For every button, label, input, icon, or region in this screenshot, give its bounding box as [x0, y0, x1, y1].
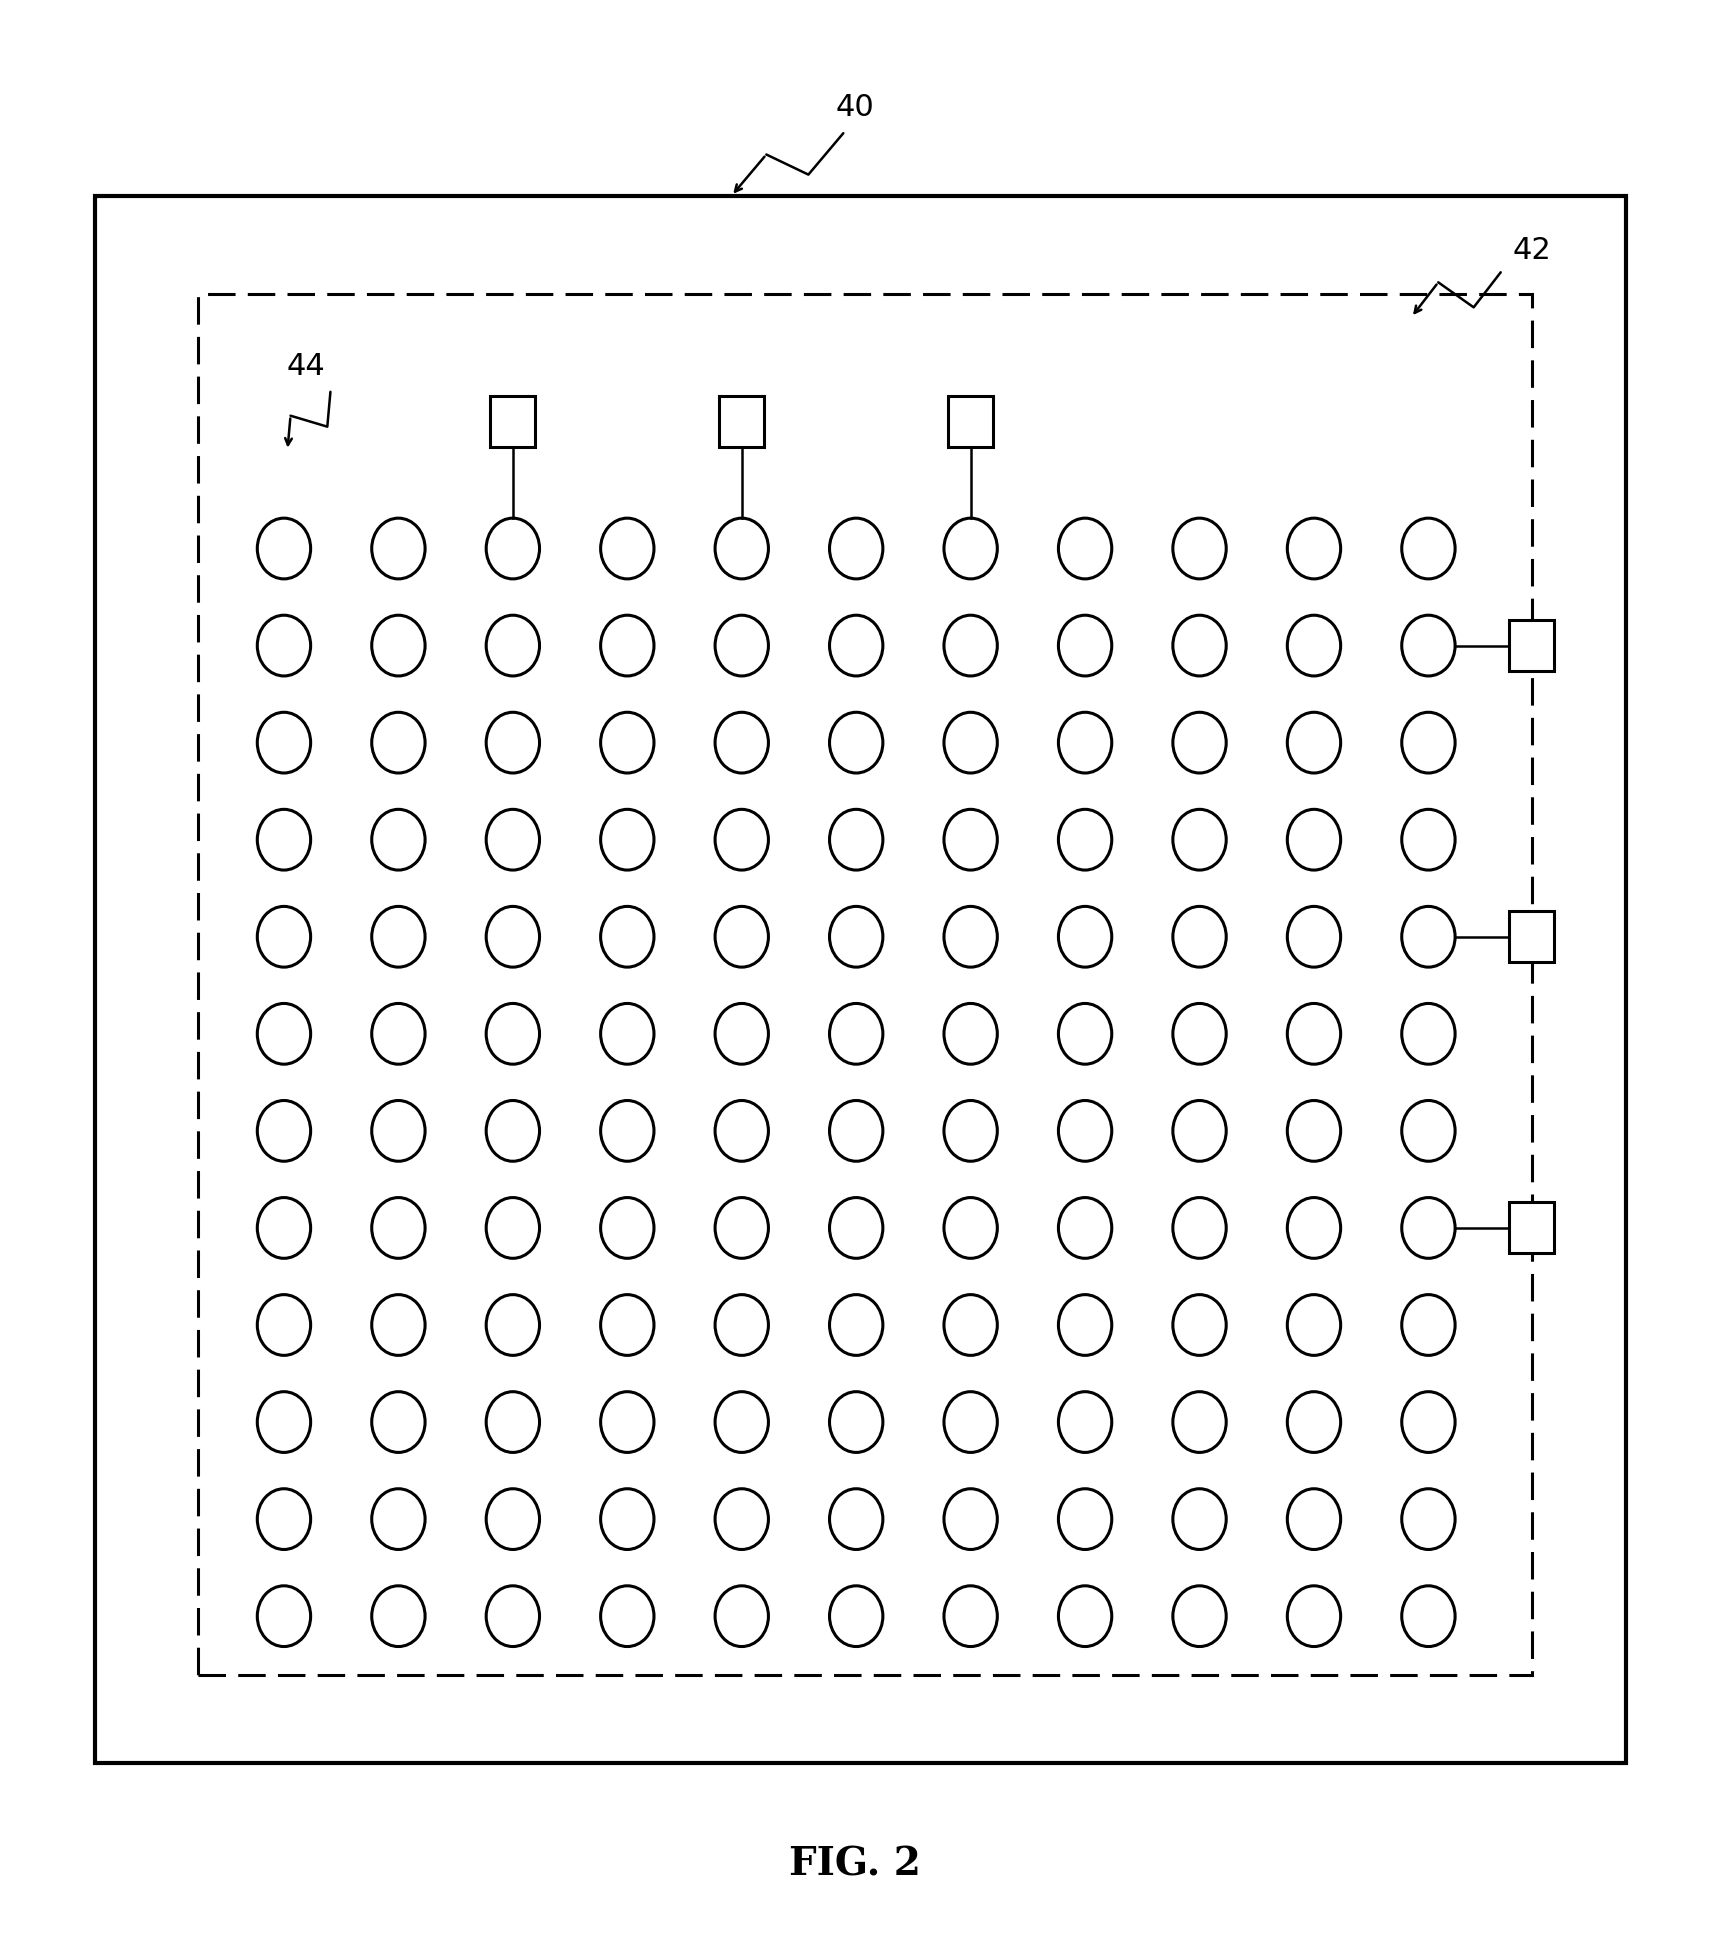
Bar: [1509, 1203, 1554, 1254]
Bar: [719, 396, 764, 447]
Bar: [198, 294, 1532, 1675]
Bar: [948, 396, 993, 447]
Bar: [1509, 911, 1554, 962]
Bar: [490, 396, 535, 447]
Text: FIG. 2: FIG. 2: [790, 1845, 921, 1885]
Bar: [95, 196, 1626, 1763]
Bar: [1509, 621, 1554, 672]
Text: 40: 40: [836, 94, 874, 121]
Text: 42: 42: [1513, 237, 1551, 264]
Text: 44: 44: [287, 353, 325, 380]
